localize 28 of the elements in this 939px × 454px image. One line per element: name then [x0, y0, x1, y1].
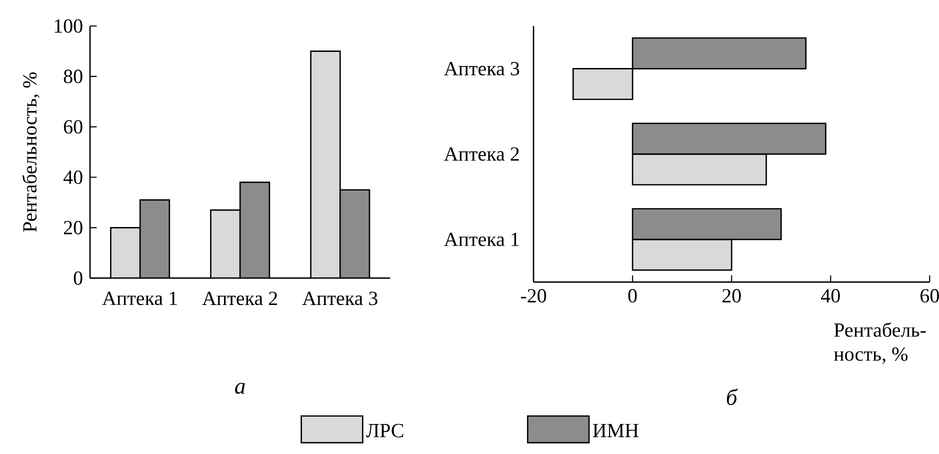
- y-tick-label: Аптека 3: [444, 62, 520, 76]
- bar: [210, 210, 240, 278]
- x-axis-title: Рентабель- ность, %: [834, 322, 926, 364]
- text: б: [726, 388, 738, 405]
- bar: [310, 50, 341, 278]
- y-tick-label: 60: [64, 120, 82, 134]
- x-tick-label: -20: [520, 288, 546, 302]
- text: а: [235, 382, 245, 394]
- legend-label: ЛРС: [366, 424, 404, 438]
- legend-label: ИМН: [592, 424, 638, 437]
- bar: [110, 228, 140, 278]
- y-tick-label: Аптека 2: [444, 147, 519, 161]
- x-tick-label: 20: [722, 288, 741, 302]
- y-tick-label: 80: [64, 70, 82, 84]
- y-tick-label: 100: [54, 19, 82, 33]
- bar: [240, 182, 270, 278]
- y-tick-label: 20: [64, 220, 82, 234]
- y-tick-label: Аптека 1: [444, 232, 519, 246]
- y-tick-label: 0: [74, 271, 82, 285]
- x-tick-label: Аптека 2: [202, 292, 278, 306]
- x-tick-label: 60: [920, 288, 939, 302]
- x-tick-label: 40: [821, 288, 840, 302]
- x-tick-label: Аптека 3: [302, 292, 378, 306]
- y-axis-title: Рентабельность, %: [22, 72, 40, 232]
- x-tick-label: Аптека 1: [102, 292, 177, 306]
- bar: [140, 200, 170, 278]
- y-tick-label: 40: [63, 170, 82, 184]
- x-tick-label: 0: [628, 288, 637, 302]
